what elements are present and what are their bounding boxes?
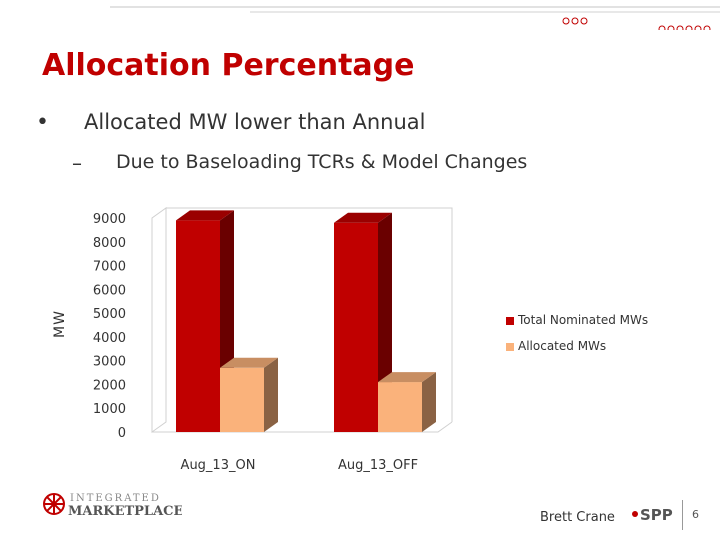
y-tick-label: 3000: [93, 355, 126, 370]
bullet-text-1: Allocated MW lower than Annual: [84, 110, 426, 134]
legend-swatch-red: [506, 316, 514, 325]
y-tick-label: 1000: [93, 402, 126, 417]
x-tick-label: Aug_13_OFF: [338, 458, 418, 473]
logo-line2: MARKETPLACE: [68, 504, 182, 519]
bar-side: [422, 372, 436, 432]
legend-swatch-orange: [506, 342, 514, 351]
top-decoration: [110, 6, 720, 30]
page-number: 6: [692, 508, 699, 521]
slide-title: Allocation Percentage: [42, 48, 415, 83]
bar-top: [176, 210, 234, 221]
legend-label: Total Nominated MWs: [518, 313, 649, 327]
y-tick-label: 0: [118, 426, 126, 441]
legend-label: Allocated MWs: [518, 339, 607, 353]
spp-logo-text: SPP: [640, 506, 673, 524]
legend-item-total-nominated: Total Nominated MWs: [506, 313, 648, 327]
bar-front: [378, 382, 422, 432]
y-tick-label: 2000: [93, 378, 126, 393]
bar-top: [220, 357, 278, 368]
bar-front: [334, 222, 378, 432]
bar-top: [378, 372, 436, 383]
bar-front: [220, 367, 264, 432]
bullet-text-2: Due to Baseloading TCRs & Model Changes: [116, 151, 528, 173]
y-tick-label: 5000: [93, 307, 126, 322]
y-tick-label: 6000: [93, 283, 126, 298]
presenter-name: Brett Crane: [540, 510, 615, 525]
y-tick-label: 9000: [93, 212, 126, 227]
integrated-marketplace-logo: INTEGRATED MARKETPLACE: [43, 493, 182, 519]
y-tick-label: 7000: [93, 260, 126, 275]
bar-side: [264, 357, 278, 432]
logo-line1: INTEGRATED: [70, 493, 161, 504]
back-wall: [166, 207, 453, 422]
bullet-dash-icon: –: [72, 151, 82, 175]
side-wall: [151, 207, 167, 433]
spp-logo: SPP: [632, 500, 683, 530]
bar-top: [334, 212, 392, 223]
bullet-dot-icon: •: [36, 110, 49, 135]
y-tick-label: 8000: [93, 236, 126, 251]
bar-front: [176, 220, 220, 432]
y-tick-label: 4000: [93, 331, 126, 346]
x-tick-label: Aug_13_ON: [181, 458, 256, 473]
legend-item-allocated: Allocated MWs: [506, 339, 606, 353]
